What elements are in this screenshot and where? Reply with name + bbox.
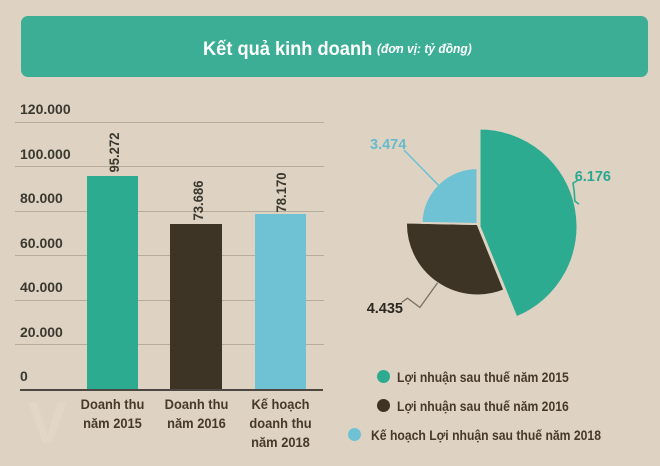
svg-text:6.176: 6.176 [575, 169, 611, 185]
svg-text:3.474: 3.474 [370, 137, 406, 153]
svg-text:73.686: 73.686 [190, 180, 206, 220]
svg-text:95.272: 95.272 [106, 132, 122, 172]
svg-text:4.435: 4.435 [367, 301, 403, 317]
svg-text:78.170: 78.170 [273, 172, 289, 212]
